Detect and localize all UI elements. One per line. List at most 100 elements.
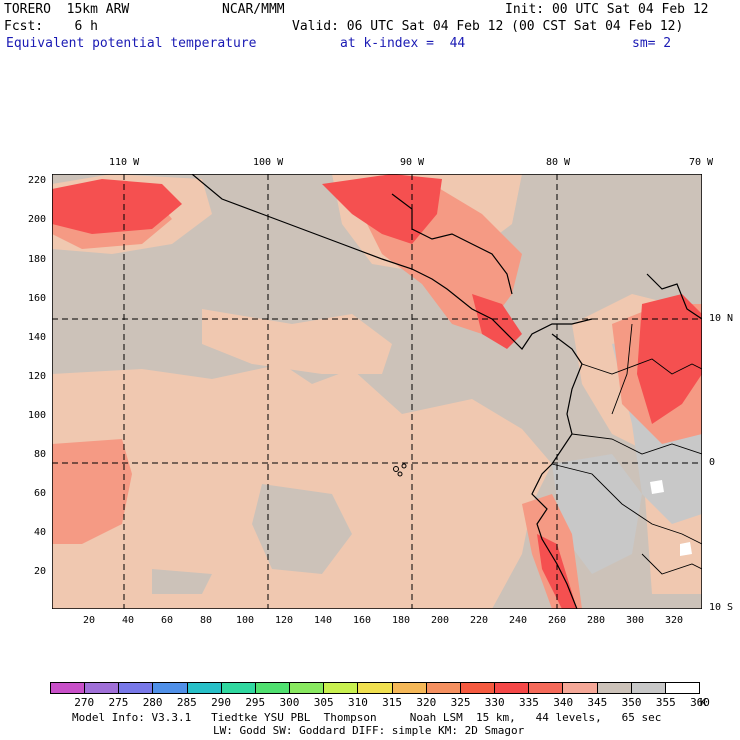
x-tick: 200: [430, 615, 450, 626]
y-tick: 40: [33, 527, 46, 538]
colorbar-label: 350: [621, 696, 642, 709]
coastline: [531, 333, 583, 609]
colorbar-label: 315: [382, 696, 403, 709]
country-border: [551, 463, 702, 545]
lon-label-70w: 70 W: [688, 157, 714, 168]
field-region-mid: [52, 439, 132, 544]
theta-e-map: [52, 174, 702, 609]
colorbar-label: 320: [416, 696, 437, 709]
model-info: Model Info: V3.3.1 Tiedtke YSU PBL Thomp…: [72, 711, 662, 724]
physics-info: LW: Godd SW: Goddard DIFF: simple KM: 2D…: [213, 724, 525, 737]
colorbar-unit: K: [699, 696, 707, 709]
x-tick: 160: [352, 615, 372, 626]
field-region-white: [680, 542, 692, 556]
colorbar-label: 275: [108, 696, 129, 709]
colorbar-label: 335: [519, 696, 539, 709]
lon-label-100w: 100 W: [253, 157, 284, 168]
field-region-light: [202, 309, 392, 374]
x-tick: 260: [547, 615, 567, 626]
colorbar-label: 290: [211, 696, 231, 709]
y-tick: 200: [27, 214, 46, 225]
colorbar-swatch: [324, 683, 359, 693]
colorbar-swatch: [665, 683, 699, 693]
init-time: Init: 00 UTC Sat 04 Feb 12: [505, 2, 709, 17]
colorbar-swatch: [290, 683, 325, 693]
model-name: TORERO 15km ARW: [4, 2, 130, 17]
y-tick: 160: [27, 293, 46, 304]
field-region-high: [472, 294, 522, 349]
x-tick: 300: [625, 615, 645, 626]
colorbar-swatch: [529, 683, 564, 693]
colorbar-label: 305: [313, 696, 334, 709]
colorbar-swatch: [460, 683, 496, 693]
level-index: at k-index = 44: [340, 36, 466, 51]
colorbar-swatch: [255, 683, 291, 693]
colorbar-label: 325: [450, 696, 471, 709]
field-region-light: [52, 364, 552, 609]
field-region-high: [637, 294, 702, 424]
colorbar-label: 285: [176, 696, 197, 709]
field-region-gray: [552, 454, 642, 574]
coastline: [646, 273, 702, 320]
colorbar-label: 355: [655, 696, 676, 709]
y-tick: 180: [27, 254, 46, 265]
lat-label-10s: 10 S: [709, 602, 734, 613]
y-tick: 220: [27, 175, 46, 186]
colorbar-label: 345: [587, 696, 608, 709]
y-tick: 60: [33, 488, 46, 499]
island: [401, 463, 407, 469]
island: [397, 471, 403, 477]
coastline: [191, 174, 593, 350]
y-tick: 20: [33, 566, 46, 577]
colorbar-label: 300: [279, 696, 300, 709]
y-tick: 120: [27, 371, 46, 382]
colorbar-label: 330: [484, 696, 505, 709]
x-tick: 140: [313, 615, 333, 626]
x-tick: 80: [199, 615, 213, 626]
colorbar-swatch: [392, 683, 427, 693]
lon-label-90w: 90 W: [399, 157, 425, 168]
colorbar-label: 310: [347, 696, 368, 709]
x-tick: 220: [469, 615, 489, 626]
x-tick: 60: [160, 615, 174, 626]
colorbar-swatch: [85, 683, 120, 693]
country-border: [581, 358, 702, 375]
forecast-hour: Fcst: 6 h: [4, 19, 98, 34]
y-tick: 140: [27, 332, 46, 343]
island: [393, 466, 399, 472]
x-tick: 320: [664, 615, 684, 626]
field-region-white: [650, 480, 664, 494]
y-tick: 80: [33, 449, 46, 460]
x-tick: 280: [586, 615, 606, 626]
colorbar: [50, 682, 700, 694]
colorbar-label: 360: [690, 696, 710, 709]
field-name: Equivalent potential temperature: [6, 36, 257, 51]
x-tick: 100: [235, 615, 255, 626]
country-border: [571, 433, 702, 455]
colorbar-swatch: [495, 683, 530, 693]
country-border: [641, 553, 702, 575]
lat-label-0: 0: [709, 457, 716, 468]
colorbar-swatch: [187, 683, 222, 693]
colorbar-swatch: [426, 683, 461, 693]
colorbar-label: 295: [245, 696, 266, 709]
smoothing: sm= 2: [632, 36, 672, 51]
lon-label-80w: 80 W: [545, 157, 571, 168]
colorbar-swatch: [563, 683, 598, 693]
field-region-high: [52, 179, 182, 234]
x-tick: 120: [274, 615, 294, 626]
field-region-gray: [152, 569, 212, 594]
field-region-high: [537, 534, 577, 609]
colorbar-swatch: [221, 683, 256, 693]
x-tick: 240: [508, 615, 528, 626]
x-tick: 40: [121, 615, 135, 626]
x-tick: 20: [82, 615, 96, 626]
colorbar-label: 280: [142, 696, 163, 709]
colorbar-swatch: [631, 683, 666, 693]
colorbar-swatch: [51, 683, 86, 693]
country-border: [611, 323, 633, 415]
x-tick: 180: [391, 615, 411, 626]
lon-label-110w: 110 W: [109, 157, 140, 168]
colorbar-label: 340: [553, 696, 574, 709]
field-region-gray: [252, 484, 352, 574]
